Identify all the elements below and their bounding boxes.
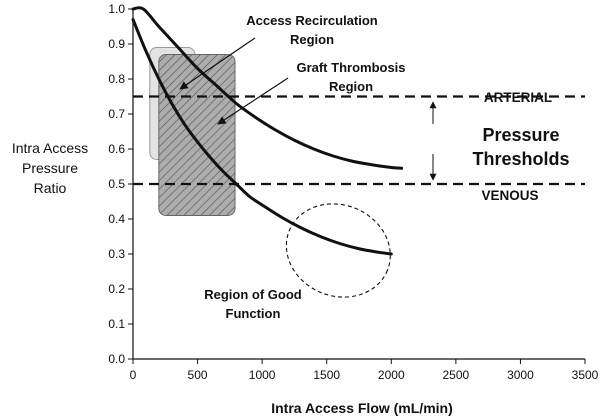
y-tick-label: 0.9 (108, 37, 125, 51)
regions-layer (149, 47, 391, 298)
x-tick-label: 2000 (378, 368, 405, 382)
y-axis-title-line1: Intra Access (12, 140, 88, 156)
y-tick-label: 0.2 (108, 282, 125, 296)
recirculation-region-label-line1: Access Recirculation (246, 13, 378, 28)
y-axis-title-line3: Ratio (34, 180, 67, 196)
upper-flow-curve (131, 6, 404, 170)
thrombosis-pointer-arrow (217, 77, 289, 125)
y-tick-label: 0.5 (108, 177, 125, 191)
recirculation-pointer-arrow (179, 37, 256, 90)
x-tick-label: 1000 (249, 368, 276, 382)
labels-layer: Intra Access Flow (mL/min) Intra Access … (12, 13, 570, 416)
x-tick-label: 3000 (507, 368, 534, 382)
good-function-region (285, 203, 391, 298)
good-function-label-line2: Function (226, 306, 281, 321)
y-tick-label: 1.0 (108, 2, 125, 16)
y-tick-label: 0.6 (108, 142, 125, 156)
thresholds-title-line2: Thresholds (472, 149, 569, 169)
x-tick-label: 2500 (443, 368, 470, 382)
thresholds-layer (133, 95, 585, 186)
curves-layer (131, 6, 404, 256)
axes-layer: 0 500 1000 1500 2000 2500 3000 3500 0.0 0.1 0.2 0.3… (108, 2, 598, 382)
x-tick-label: 500 (188, 368, 208, 382)
thrombosis-region-label-line1: Graft Thrombosis (296, 60, 405, 75)
graft-thrombosis-region (158, 54, 236, 216)
thresholds-title-line1: Pressure (482, 125, 559, 145)
recirculation-region-label-line2: Region (290, 32, 334, 47)
good-function-label-line1: Region of Good (204, 287, 302, 302)
venous-threshold-label: VENOUS (481, 188, 538, 203)
x-tick-label: 3500 (572, 368, 599, 382)
y-tick-label: 0.7 (108, 107, 125, 121)
y-axis-title-line2: Pressure (22, 160, 78, 176)
y-tick-label: 0.8 (108, 72, 125, 86)
y-tick-label: 0.4 (108, 212, 125, 226)
thrombosis-region-label-line2: Region (329, 79, 373, 94)
x-tick-label: 0 (130, 368, 137, 382)
x-tick-label: 1500 (313, 368, 340, 382)
x-axis-title: Intra Access Flow (mL/min) (271, 400, 453, 416)
arterial-threshold-label: ARTERIAL (484, 90, 552, 105)
y-tick-label: 0.0 (108, 352, 125, 366)
lower-flow-curve (131, 18, 393, 256)
y-tick-label: 0.3 (108, 247, 125, 261)
y-tick-label: 0.1 (108, 317, 125, 331)
